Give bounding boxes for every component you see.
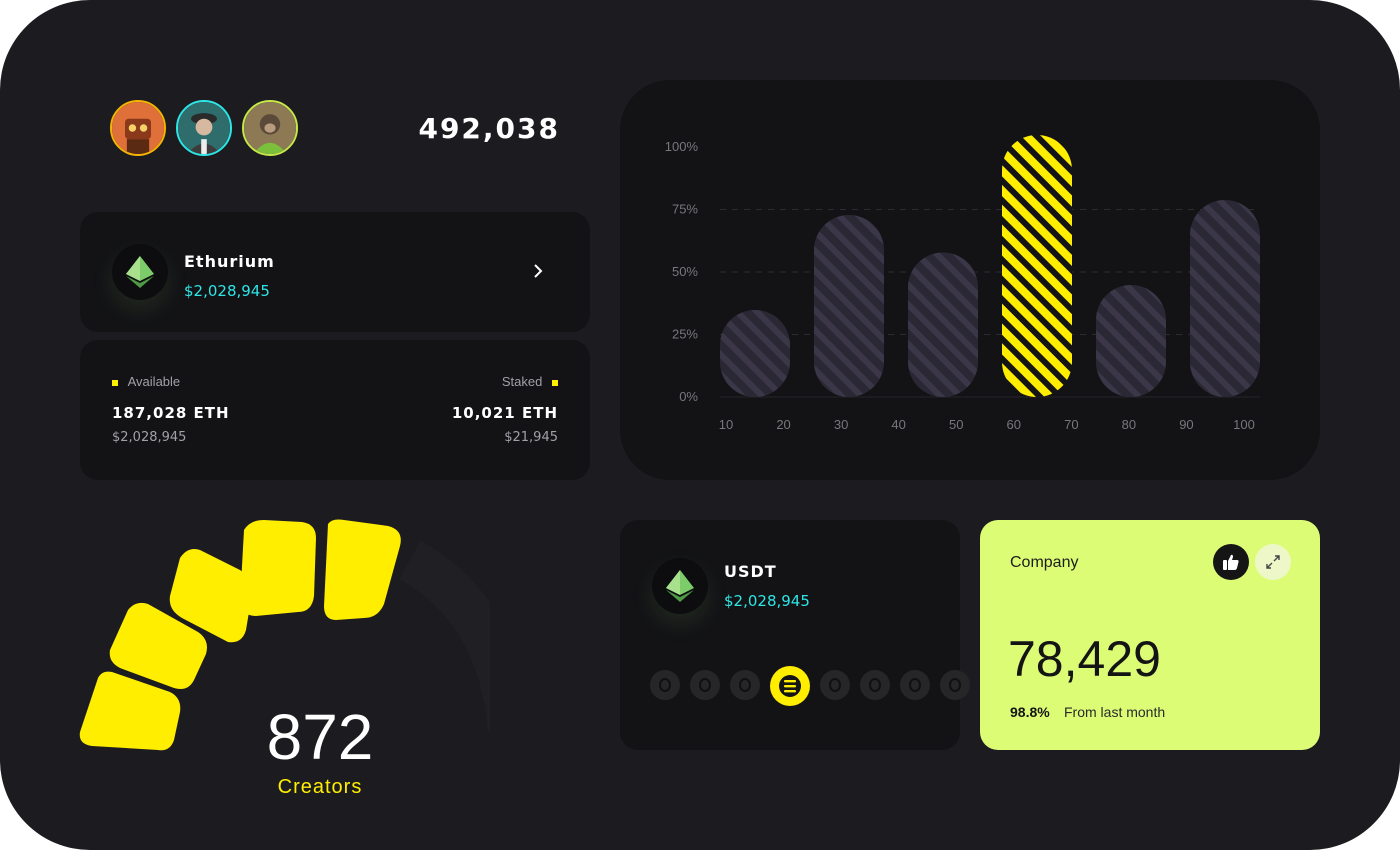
y-tick-label: 75%: [672, 202, 698, 217]
chevron-right-icon[interactable]: [532, 259, 544, 284]
chart-bar[interactable]: [1096, 285, 1166, 397]
like-button[interactable]: [1213, 544, 1249, 580]
creators-gauge: [79, 519, 490, 751]
gauge-segment: [324, 519, 401, 620]
token-glyph: [909, 678, 921, 692]
company-label: Company: [1010, 554, 1079, 571]
creators-count: 872: [266, 701, 374, 773]
x-tick-label: 60: [1007, 417, 1021, 432]
gauge-segment: [169, 549, 253, 643]
solana-icon: [779, 675, 801, 697]
gauge-segment: [79, 671, 181, 751]
x-tick-label: 50: [949, 417, 963, 432]
avatar-group: [110, 100, 298, 156]
company-value: 78,429: [1008, 631, 1161, 687]
x-tick-label: 30: [834, 417, 848, 432]
total-value: 492,038: [418, 112, 560, 145]
y-tick-label: 25%: [672, 327, 698, 342]
x-tick-label: 20: [776, 417, 790, 432]
token-icon[interactable]: [860, 670, 890, 700]
ethereum-icon: [126, 256, 154, 288]
eth-price: $2,028,945: [184, 282, 270, 300]
company-card: Company 78,429 98.8% From last month: [980, 520, 1320, 750]
usdt-coin: [652, 558, 708, 614]
expand-button[interactable]: [1255, 544, 1291, 580]
available-dot: [112, 379, 118, 386]
y-tick-label: 0%: [679, 389, 698, 404]
token-icon[interactable]: [690, 670, 720, 700]
staked-usd: $21,945: [504, 430, 558, 445]
chart-bar[interactable]: [720, 310, 790, 397]
balances-card: Available 187,028 ETH $2,028,945 Staked …: [80, 340, 590, 480]
token-glyph: [659, 678, 671, 692]
staked-label: Staked: [502, 374, 558, 389]
token-icon[interactable]: [820, 670, 850, 700]
token-icon[interactable]: [900, 670, 930, 700]
usdt-price: $2,028,945: [724, 592, 810, 610]
company-sub: From last month: [1064, 704, 1166, 720]
available-usd: $2,028,945: [112, 430, 187, 445]
x-tick-label: 100: [1233, 417, 1255, 432]
chart-bar[interactable]: [814, 215, 884, 397]
chart-bar[interactable]: [908, 252, 978, 398]
chart-bar-highlight[interactable]: [1002, 135, 1072, 397]
usdt-card[interactable]: USDT $2,028,945: [620, 520, 960, 750]
chart-bar[interactable]: [1190, 200, 1260, 397]
y-tick-label: 50%: [672, 264, 698, 279]
token-icon[interactable]: [730, 670, 760, 700]
thumbs-up-icon: [1223, 554, 1239, 570]
expand-icon: [1266, 555, 1280, 569]
token-icon[interactable]: [650, 670, 680, 700]
staked-dot: [552, 379, 558, 386]
eth-name: Ethurium: [184, 252, 275, 271]
y-tick-label: 100%: [665, 139, 699, 154]
ethereum-icon: [666, 570, 694, 602]
available-label: Available: [112, 374, 180, 389]
token-glyph: [869, 678, 881, 692]
usdt-name: USDT: [724, 562, 777, 581]
token-glyph: [949, 678, 961, 692]
creators-label: Creators: [277, 776, 363, 798]
token-glyph: [829, 678, 841, 692]
token-solana-icon[interactable]: [770, 666, 810, 706]
avatar-monkey-icon[interactable]: [242, 100, 298, 156]
avatar-gentleman-icon[interactable]: [176, 100, 232, 156]
staked-amount: 10,021 ETH: [451, 404, 558, 422]
gauge-segment: [109, 602, 207, 689]
company-pct: 98.8%: [1010, 704, 1050, 720]
x-tick-label: 10: [719, 417, 733, 432]
x-tick-label: 80: [1122, 417, 1136, 432]
eth-coin: [112, 244, 168, 300]
avatar-robot-icon[interactable]: [110, 100, 166, 156]
bar-chart: 100% 75% 50% 25% 0% 10 20 30 40 50 60 70 80 90 100: [665, 135, 1260, 432]
gauge-segment: [240, 520, 316, 616]
token-icon[interactable]: [940, 670, 970, 700]
available-amount: 187,028 ETH: [112, 404, 230, 422]
x-tick-label: 40: [891, 417, 905, 432]
x-tick-label: 90: [1179, 417, 1193, 432]
x-tick-label: 70: [1064, 417, 1078, 432]
eth-card[interactable]: Ethurium $2,028,945: [80, 212, 590, 332]
gauge-track: [398, 540, 490, 733]
token-glyph: [739, 678, 751, 692]
token-glyph: [699, 678, 711, 692]
